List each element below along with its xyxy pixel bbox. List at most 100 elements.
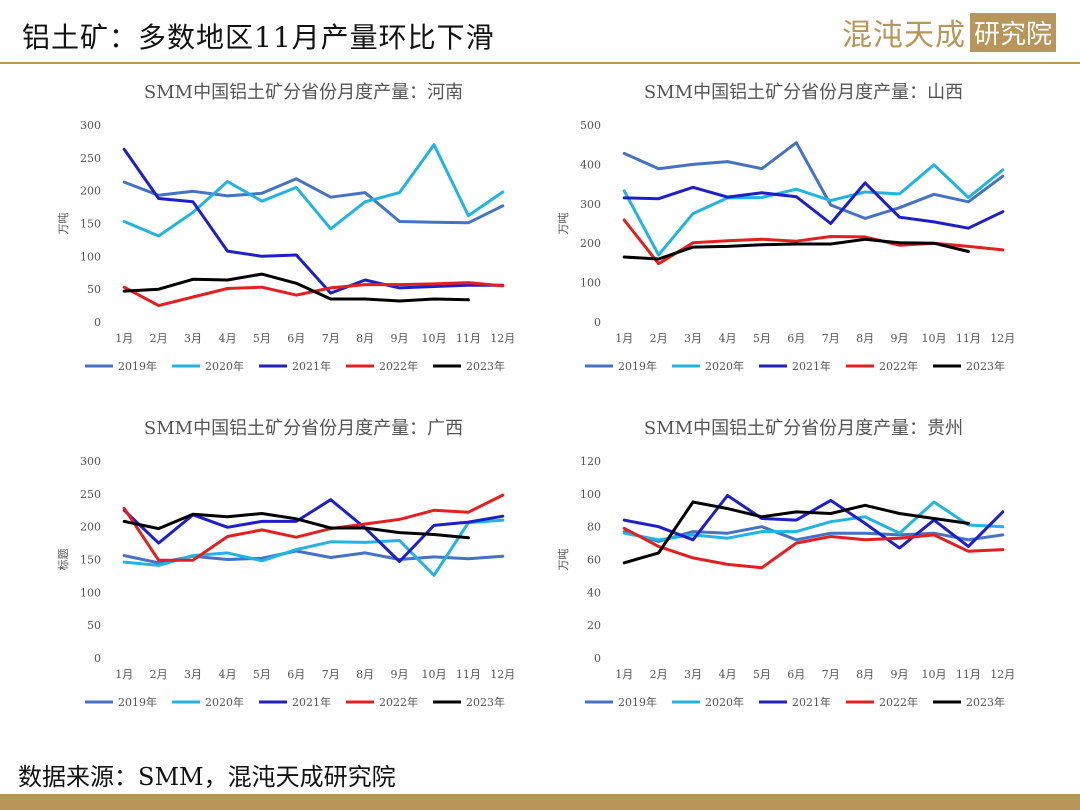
series-line-2023年 bbox=[122, 272, 470, 303]
x-tick-label: 4月 bbox=[218, 668, 236, 681]
x-tick-label: 2月 bbox=[150, 332, 168, 345]
y-axis-label: 万吨 bbox=[557, 549, 570, 571]
series-line-2020年 bbox=[622, 500, 1005, 542]
series-line-2020年 bbox=[122, 143, 505, 238]
y-tick-label: 300 bbox=[80, 455, 101, 468]
x-tick-label: 7月 bbox=[822, 332, 840, 345]
x-tick-label: 11月 bbox=[456, 332, 481, 345]
x-tick-label: 5月 bbox=[253, 668, 271, 681]
legend-label: 2020年 bbox=[705, 359, 744, 373]
y-tick-label: 0 bbox=[594, 316, 601, 329]
legend-label: 2023年 bbox=[466, 695, 505, 709]
y-tick-label: 100 bbox=[80, 250, 101, 263]
series-line-2019年 bbox=[622, 525, 1005, 543]
legend-label: 2023年 bbox=[466, 359, 505, 373]
series-line-2020年 bbox=[122, 518, 505, 577]
y-tick-label: 300 bbox=[580, 198, 601, 211]
x-tick-label: 1月 bbox=[115, 332, 133, 345]
y-tick-label: 400 bbox=[580, 158, 601, 171]
chart-title: SMM中国铝土矿分省份月度产量：广西 bbox=[144, 418, 463, 439]
x-tick-label: 9月 bbox=[891, 332, 909, 345]
x-tick-label: 4月 bbox=[718, 332, 736, 345]
x-tick-label: 6月 bbox=[787, 332, 805, 345]
x-tick-label: 9月 bbox=[391, 668, 409, 681]
y-tick-label: 150 bbox=[80, 218, 101, 231]
legend-label: 2022年 bbox=[379, 359, 418, 373]
legend-label: 2019年 bbox=[118, 359, 157, 373]
x-tick-label: 7月 bbox=[822, 668, 840, 681]
y-tick-label: 250 bbox=[80, 152, 101, 165]
chart-title: SMM中国铝土矿分省份月度产量：贵州 bbox=[644, 418, 963, 439]
series-line-2023年 bbox=[122, 512, 470, 540]
series-line-2022年 bbox=[122, 493, 505, 562]
logo-text: 混沌天成 bbox=[841, 18, 966, 53]
header-divider bbox=[0, 62, 1080, 64]
y-tick-label: 60 bbox=[587, 554, 601, 567]
x-tick-label: 6月 bbox=[287, 332, 305, 345]
legend-label: 2020年 bbox=[705, 695, 744, 709]
y-tick-label: 20 bbox=[587, 619, 601, 632]
x-tick-label: 6月 bbox=[287, 668, 305, 681]
chart-title: SMM中国铝土矿分省份月度产量：河南 bbox=[144, 82, 463, 103]
x-tick-label: 8月 bbox=[856, 332, 874, 345]
legend-label: 2019年 bbox=[118, 695, 157, 709]
x-tick-label: 1月 bbox=[615, 668, 633, 681]
y-tick-label: 50 bbox=[87, 619, 101, 632]
x-tick-label: 1月 bbox=[615, 332, 633, 345]
x-tick-label: 6月 bbox=[787, 668, 805, 681]
y-tick-label: 200 bbox=[80, 185, 101, 198]
x-tick-label: 2月 bbox=[150, 668, 168, 681]
x-tick-label: 1月 bbox=[115, 668, 133, 681]
footer-bar bbox=[0, 794, 1080, 810]
x-tick-label: 3月 bbox=[684, 668, 702, 681]
x-tick-label: 12月 bbox=[990, 668, 1015, 681]
x-tick-label: 9月 bbox=[391, 332, 409, 345]
x-tick-label: 5月 bbox=[253, 332, 271, 345]
logo-boxed-text: 研究院 bbox=[969, 12, 1056, 52]
chart-guangxi: SMM中国铝土矿分省份月度产量：广西 标题 0 50 100 150 200 250 300 1月… bbox=[45, 408, 525, 728]
y-tick-label: 200 bbox=[580, 237, 601, 250]
x-tick-label: 5月 bbox=[753, 668, 771, 681]
data-source-note: 数据来源：SMM，混沌天成研究院 bbox=[18, 763, 396, 791]
y-tick-label: 0 bbox=[594, 652, 601, 665]
legend-label: 2023年 bbox=[966, 695, 1005, 709]
legend-label: 2020年 bbox=[205, 695, 244, 709]
x-tick-label: 3月 bbox=[684, 332, 702, 345]
x-tick-label: 12月 bbox=[490, 668, 515, 681]
legend-label: 2022年 bbox=[379, 695, 418, 709]
x-tick-label: 11月 bbox=[956, 668, 981, 681]
x-tick-label: 2月 bbox=[650, 668, 668, 681]
legend-label: 2019年 bbox=[618, 359, 657, 373]
y-tick-label: 100 bbox=[580, 488, 601, 501]
y-tick-label: 0 bbox=[94, 652, 101, 665]
x-tick-label: 10月 bbox=[421, 668, 446, 681]
legend-label: 2021年 bbox=[792, 695, 831, 709]
series-line-2019年 bbox=[122, 177, 505, 225]
y-tick-label: 200 bbox=[80, 521, 101, 534]
x-tick-label: 4月 bbox=[218, 332, 236, 345]
header: 铝土矿：多数地区11月产量环比下滑 混沌天成 研究院 bbox=[0, 0, 1080, 64]
series-line-2020年 bbox=[622, 163, 1005, 257]
series-line-2023年 bbox=[622, 237, 970, 261]
legend-label: 2022年 bbox=[879, 359, 918, 373]
chart-henan: SMM中国铝土矿分省份月度产量：河南 万吨 0 50 100 150 200 250 300 1月… bbox=[45, 72, 525, 392]
x-tick-label: 9月 bbox=[891, 668, 909, 681]
y-tick-label: 500 bbox=[580, 119, 601, 132]
series-line-2021年 bbox=[122, 147, 505, 295]
x-tick-label: 10月 bbox=[921, 668, 946, 681]
legend-label: 2022年 bbox=[879, 695, 918, 709]
legend-label: 2019年 bbox=[618, 695, 657, 709]
y-tick-label: 40 bbox=[587, 586, 601, 599]
x-tick-label: 3月 bbox=[184, 332, 202, 345]
y-tick-label: 0 bbox=[94, 316, 101, 329]
x-tick-label: 12月 bbox=[490, 332, 515, 345]
x-tick-label: 8月 bbox=[356, 332, 374, 345]
x-tick-label: 7月 bbox=[322, 668, 340, 681]
x-tick-label: 10月 bbox=[921, 332, 946, 345]
x-tick-label: 5月 bbox=[753, 332, 771, 345]
y-axis-label: 万吨 bbox=[557, 213, 570, 235]
legend-label: 2020年 bbox=[205, 359, 244, 373]
y-tick-label: 250 bbox=[80, 488, 101, 501]
